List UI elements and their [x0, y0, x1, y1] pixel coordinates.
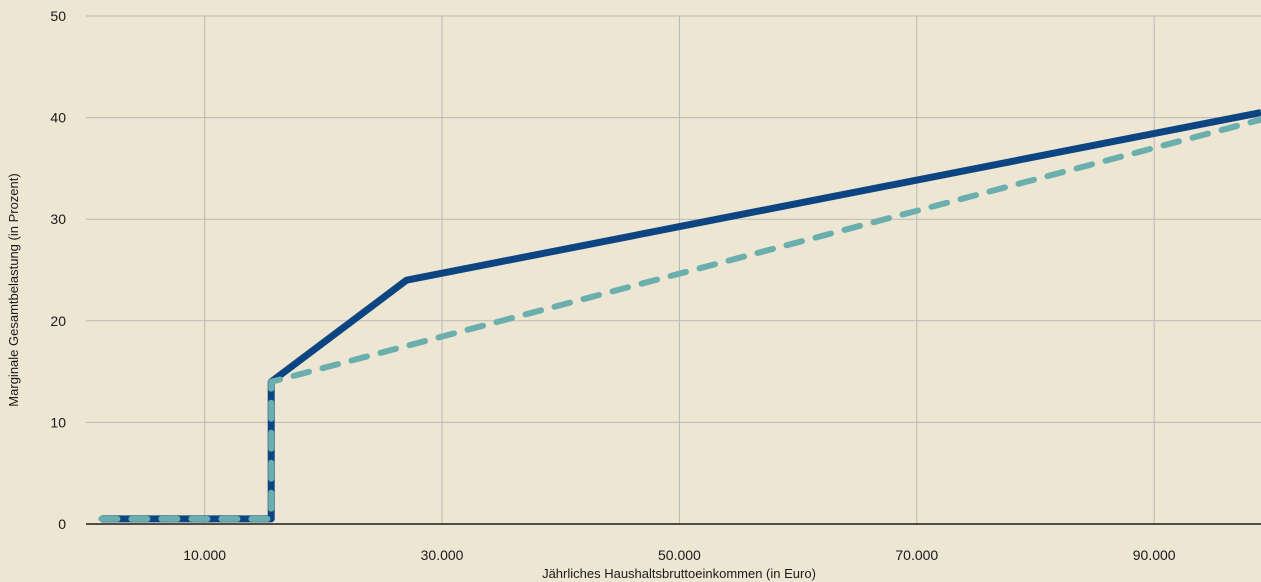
y-tick-label: 50 [50, 8, 66, 24]
y-axis-title: Marginale Gesamtbelastung (in Prozent) [6, 173, 21, 406]
x-tick-label: 10.000 [183, 547, 226, 563]
y-tick-label: 0 [58, 516, 66, 532]
x-tick-label: 90.000 [1133, 547, 1176, 563]
y-tick-label: 10 [50, 414, 66, 430]
series-line-2 [98, 116, 1261, 522]
x-tick-label: 30.000 [421, 547, 464, 563]
series-line-1 [101, 109, 1261, 523]
tick-labels: 0 10 20 30 40 50 10.000 30.000 50.000 70.000 90.00… [50, 8, 1175, 563]
x-tick-label: 70.000 [895, 547, 938, 563]
x-tick-label: 50.000 [658, 547, 701, 563]
x-axis-title: Jährliches Haushaltsbruttoeinkommen (in … [542, 566, 816, 581]
y-tick-label: 30 [50, 211, 66, 227]
grid [86, 15, 1261, 524]
y-tick-label: 20 [50, 313, 66, 329]
y-tick-label: 40 [50, 110, 66, 126]
series-group [98, 109, 1261, 523]
